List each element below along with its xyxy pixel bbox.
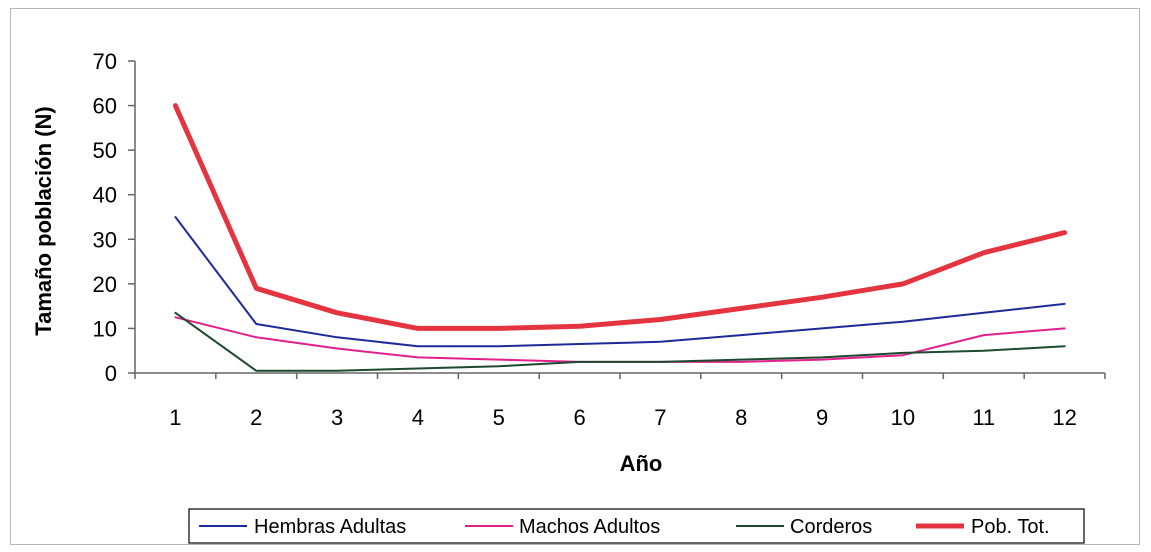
chart-frame: 0 10 20 30 40 50 60 70 1 2 3 4 5 6 7 8 9 10 11 12 Año Tama… xyxy=(10,8,1140,545)
x-tick-label: 4 xyxy=(412,405,424,430)
axes xyxy=(128,60,1106,379)
y-tick-label: 50 xyxy=(93,138,117,163)
y-tick-label: 10 xyxy=(93,316,117,341)
x-tick-label: 8 xyxy=(735,405,747,430)
y-axis-title: Tamaño población (N) xyxy=(31,106,56,335)
x-tick-label: 12 xyxy=(1052,405,1076,430)
x-tick-label: 6 xyxy=(573,405,585,430)
y-tick-label: 30 xyxy=(93,227,117,252)
legend-label-3: Corderos xyxy=(790,516,872,538)
legend-label-2: Machos Adultos xyxy=(519,516,660,538)
x-tick-label: 11 xyxy=(972,405,995,430)
x-tick-label: 7 xyxy=(654,405,666,430)
series-lines xyxy=(172,103,1068,372)
x-axis-title: Año xyxy=(620,451,663,476)
x-tick-label: 9 xyxy=(816,405,828,430)
y-tick-label: 20 xyxy=(93,272,117,297)
x-tick-label: 1 xyxy=(169,405,181,430)
y-tick-label: 0 xyxy=(105,361,117,386)
y-tick-label: 60 xyxy=(93,94,117,119)
y-tick-labels: 0 10 20 30 40 50 60 70 xyxy=(93,49,117,386)
x-tick-label: 5 xyxy=(493,405,505,430)
series-line-1 xyxy=(174,216,1066,348)
legend-label-4: Pob. Tot. xyxy=(971,516,1050,538)
legend: Hembras Adultas Machos Adultos Corderos Pob… xyxy=(188,508,1085,544)
x-tick-labels: 1 2 3 4 5 6 7 8 9 10 11 12 xyxy=(169,405,1077,430)
x-tick-label: 2 xyxy=(250,405,262,430)
y-tick-label: 40 xyxy=(93,183,117,208)
series-line-4 xyxy=(172,103,1068,331)
series-line-3 xyxy=(174,311,1066,372)
legend-label-1: Hembras Adultas xyxy=(254,516,406,538)
x-tick-label: 3 xyxy=(331,405,343,430)
y-tick-label: 70 xyxy=(93,49,117,74)
x-tick-label: 10 xyxy=(891,405,915,430)
